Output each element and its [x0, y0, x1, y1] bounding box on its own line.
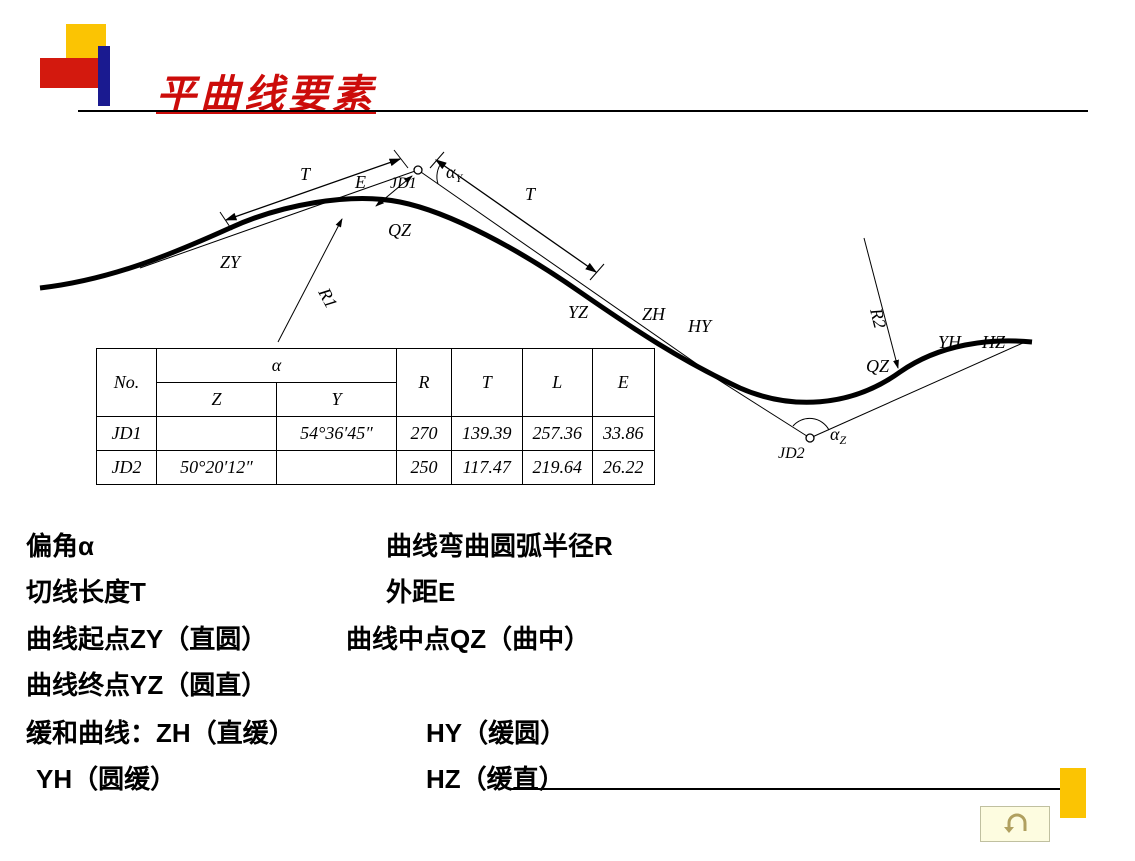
def-YZ: 曲线终点YZ（圆直） [26, 665, 386, 705]
label-QZ2: QZ [866, 356, 890, 376]
def-HY: HY（缓圆） [426, 713, 566, 753]
th-L: L [522, 349, 593, 417]
label-YZ: YZ [568, 302, 589, 322]
label-YH: YH [938, 332, 962, 352]
dim-R1: R1 [278, 219, 342, 342]
table-row: JD1 54°36′45″ 270 139.39 257.36 33.86 [97, 417, 655, 451]
title-underline [78, 110, 1088, 112]
bottom-rule [508, 788, 1068, 790]
return-arrow-icon [999, 813, 1031, 835]
label-ZY: ZY [220, 252, 242, 272]
th-alpha: α [157, 349, 397, 383]
def-QZ: 曲线中点QZ（曲中） [346, 619, 590, 659]
th-Y: Y [277, 383, 397, 417]
def-alpha: 偏角α [26, 526, 386, 566]
table-row: JD2 50°20′12″ 250 117.47 219.64 26.22 [97, 451, 655, 485]
th-E: E [593, 349, 655, 417]
label-E: E [354, 172, 366, 192]
svg-text:αZ: αZ [830, 424, 846, 447]
def-HZ: HZ（缓直） [426, 759, 565, 799]
label-T1: T [300, 164, 312, 184]
th-T: T [452, 349, 523, 417]
label-T2: T [525, 184, 537, 204]
label-HZ: HZ [981, 332, 1006, 352]
label-HY: HY [687, 316, 713, 336]
def-ZH: 缓和曲线：ZH（直缓） [26, 713, 426, 753]
svg-text:αY: αY [446, 162, 463, 185]
jd2-marker [806, 434, 814, 442]
th-R: R [397, 349, 452, 417]
def-E: 外距E [386, 572, 455, 612]
def-ZY: 曲线起点ZY（直圆） [26, 619, 346, 659]
label-JD2: JD2 [778, 445, 805, 462]
label-R1: R1 [314, 284, 342, 312]
return-button[interactable] [980, 806, 1050, 842]
th-Z: Z [157, 383, 277, 417]
label-ZH: ZH [642, 304, 666, 324]
def-T: 切线长度T [26, 572, 386, 612]
jd1-marker [414, 166, 422, 174]
definitions-block: 偏角α 曲线弯曲圆弧半径R 切线长度T 外距E 曲线起点ZY（直圆） 曲线中点Q… [26, 526, 613, 806]
dim-R2: R2 [864, 238, 898, 368]
curve-parameters-table: No. α R T L E Z Y JD1 54°36′45″ 270 139.… [96, 348, 655, 485]
def-YH: YH（圆缓） [26, 759, 426, 799]
label-JD1: JD1 [390, 175, 417, 192]
decor-yellow-br [1060, 768, 1086, 818]
def-R: 曲线弯曲圆弧半径R [386, 526, 613, 566]
th-no: No. [97, 349, 157, 417]
label-QZ: QZ [388, 220, 412, 240]
